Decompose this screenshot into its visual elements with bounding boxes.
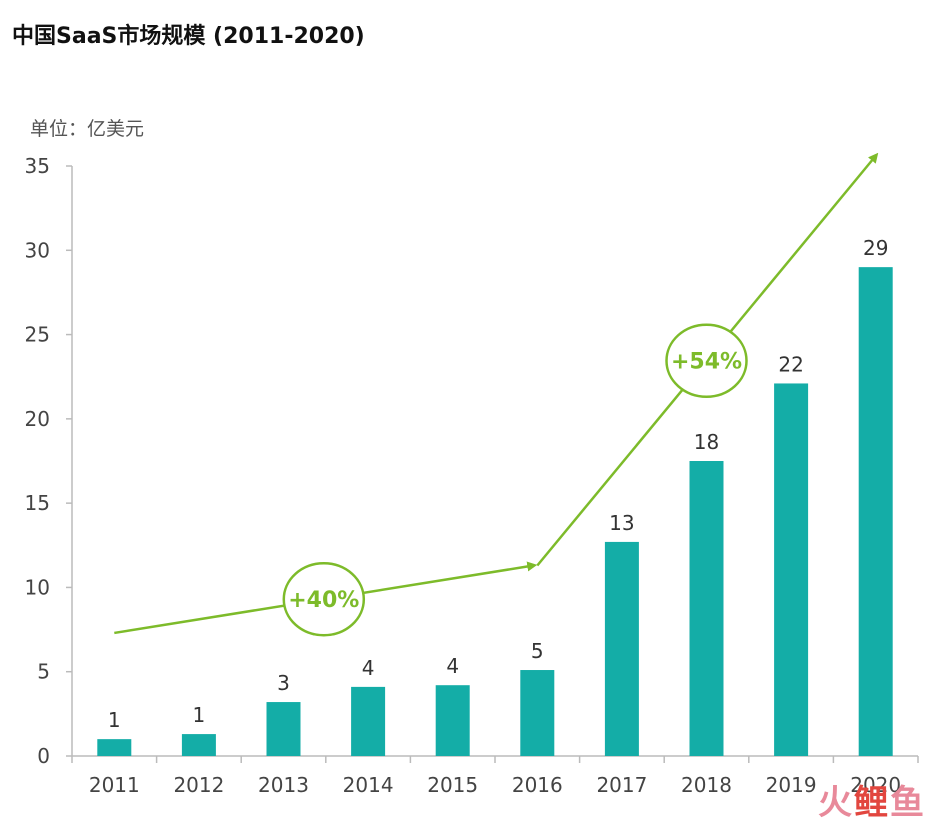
data-label-2017: 13: [609, 511, 634, 535]
bar-2011: [97, 739, 132, 756]
unit-label: 单位：亿美元: [30, 118, 145, 140]
x-tick-label-2019: 2019: [766, 773, 817, 797]
y-tick-label: 30: [25, 238, 50, 262]
data-label-2019: 22: [778, 352, 803, 376]
bar-2015: [435, 685, 470, 756]
data-label-2013: 3: [277, 671, 290, 695]
bar-2018: [689, 461, 724, 756]
data-label-2020: 29: [863, 236, 888, 260]
y-tick-label: 25: [25, 323, 50, 347]
x-tick-label-2017: 2017: [596, 773, 647, 797]
x-tick-label-2012: 2012: [173, 773, 224, 797]
bar-2013: [266, 702, 301, 756]
y-tick-label: 35: [25, 154, 50, 178]
x-tick-label-2013: 2013: [258, 773, 309, 797]
growth-annotations: +40% +54%: [114, 152, 879, 637]
x-tick-label-2016: 2016: [512, 773, 563, 797]
bar-2014: [351, 686, 386, 756]
bar-2019: [774, 383, 809, 756]
y-tick-label: 15: [25, 491, 50, 515]
x-tick-label-2020: 2020: [850, 773, 901, 797]
growth-40-label: +40%: [288, 588, 359, 613]
bars: 1 2011 1 2012 3 2013 4 2014 4 2015 5 2016 13 2017 18 20…: [89, 236, 901, 797]
data-label-2011: 1: [108, 708, 121, 732]
data-label-2015: 4: [446, 654, 459, 678]
y-tick-label: 10: [25, 575, 50, 599]
x-tick-label-2011: 2011: [89, 773, 140, 797]
watermark-logo: 火鲤鱼: [818, 783, 926, 823]
chart-title: 中国SaaS市场规模 (2011-2020): [12, 24, 365, 49]
bar-2012: [181, 734, 216, 756]
x-tick-label-2015: 2015: [427, 773, 478, 797]
data-label-2014: 4: [362, 656, 375, 680]
bar-2017: [604, 541, 639, 756]
growth-54-circle: [665, 323, 748, 398]
x-tick-label-2018: 2018: [681, 773, 732, 797]
bar-2020: [858, 267, 893, 756]
growth-40-circle: [282, 561, 366, 637]
y-tick-label: 20: [25, 407, 50, 431]
x-tick-label-2014: 2014: [343, 773, 394, 797]
y-tick-label: 5: [37, 660, 50, 684]
bar-2016: [520, 670, 555, 756]
data-label-2018: 18: [694, 430, 719, 454]
y-tick-label: 0: [37, 744, 50, 768]
data-label-2016: 5: [531, 639, 544, 663]
data-label-2012: 1: [193, 703, 206, 727]
growth-54-label: +54%: [671, 350, 742, 375]
